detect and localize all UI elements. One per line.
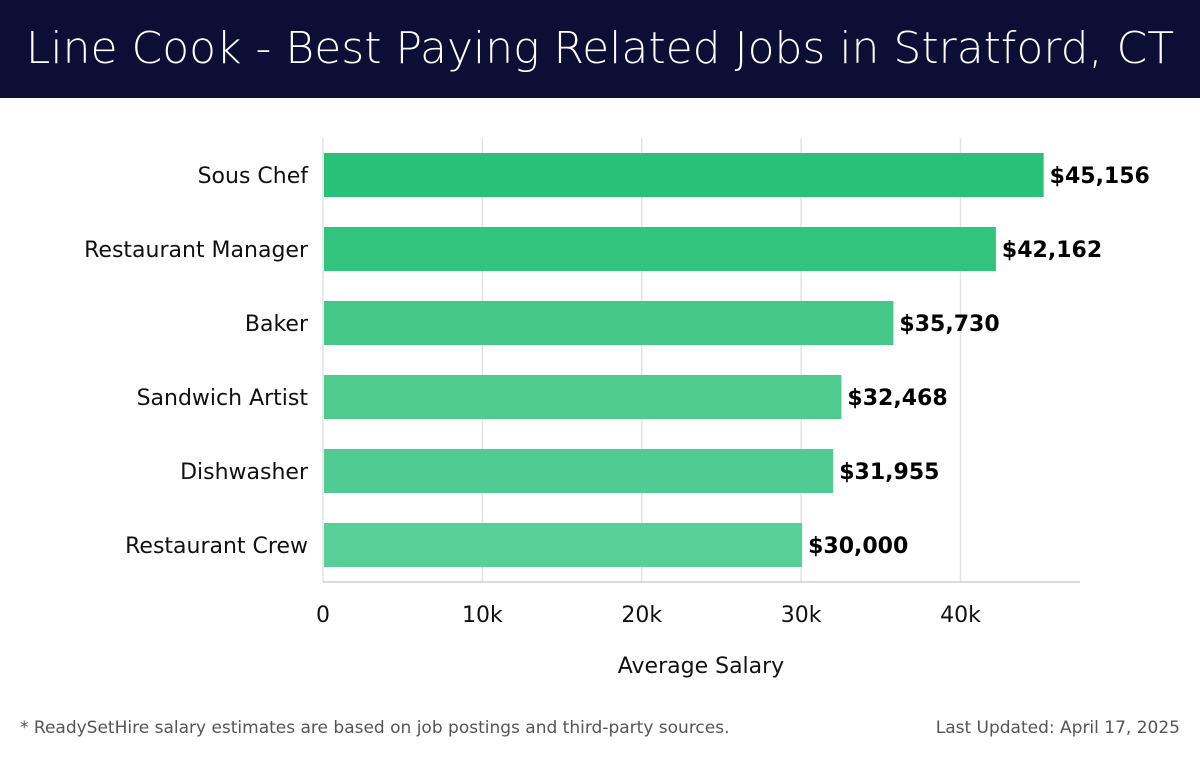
value-label: $30,000 [808, 534, 908, 559]
last-updated: Last Updated: April 17, 2025 [935, 718, 1180, 738]
grid-lines [322, 138, 962, 582]
chart-title: Line Cook - Best Paying Related Jobs in … [25, 23, 1175, 74]
bar [324, 523, 803, 567]
x-axis-label: Average Salary [618, 654, 784, 679]
bar [324, 449, 834, 493]
x-tick-label: 0 [316, 603, 330, 628]
value-label: $31,955 [839, 460, 939, 485]
category-label: Restaurant Crew [125, 534, 308, 559]
x-axis: 0 10k 20k 30k 40k [316, 581, 1080, 628]
category-label: Baker [245, 312, 309, 337]
value-label: $42,162 [1002, 238, 1102, 263]
bar [324, 227, 996, 271]
x-tick-label: 20k [621, 603, 662, 628]
category-label: Sandwich Artist [137, 386, 309, 411]
x-tick-label: 40k [940, 603, 981, 628]
title-banner: Line Cook - Best Paying Related Jobs in … [0, 0, 1200, 98]
category-label: Sous Chef [198, 164, 310, 189]
x-tick-label: 10k [462, 603, 503, 628]
category-label: Restaurant Manager [84, 238, 309, 263]
value-label: $45,156 [1050, 164, 1150, 189]
value-label: $35,730 [899, 312, 999, 337]
x-tick-label: 30k [781, 603, 822, 628]
footnote: * ReadySetHire salary estimates are base… [20, 718, 730, 738]
bar [324, 301, 894, 345]
category-label: Dishwasher [180, 460, 309, 485]
bar-chart: Sous Chef $45,156 Restaurant Manager $42,16… [84, 138, 1150, 679]
bar [324, 375, 842, 419]
value-label: $32,468 [847, 386, 947, 411]
bars: Sous Chef $45,156 Restaurant Manager $42,16… [84, 153, 1150, 567]
bar [324, 153, 1044, 197]
